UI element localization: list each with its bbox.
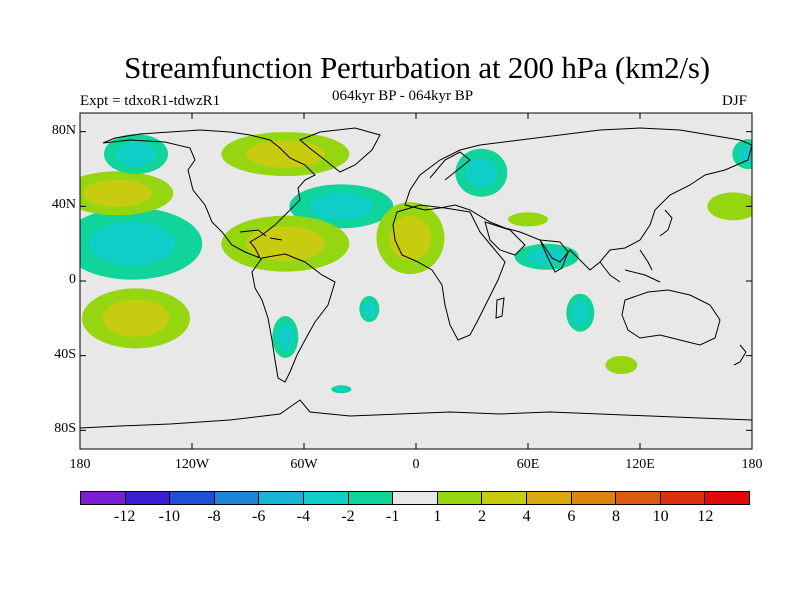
colorbar-label: -2 xyxy=(341,508,355,525)
colorbar-swatch xyxy=(170,492,215,504)
colorbar-label: 8 xyxy=(612,508,620,525)
colorbar-swatch xyxy=(705,492,749,504)
colorbar-label: 12 xyxy=(697,508,714,525)
lon-tick-label: 180 xyxy=(69,457,91,472)
coastline-caribbean xyxy=(239,229,283,241)
colorbar-swatch xyxy=(125,492,171,504)
coastline-australia xyxy=(621,289,721,346)
anomaly-contour xyxy=(363,301,376,317)
coastline-antarctica xyxy=(80,399,752,429)
coastline-madagascar xyxy=(495,297,505,319)
anomaly-contour xyxy=(526,248,567,265)
season-label: DJF xyxy=(722,93,748,109)
colorbar-swatch xyxy=(348,492,394,504)
anomaly-contour xyxy=(508,212,548,227)
colorbar-label: -8 xyxy=(207,508,221,525)
colorbar-label: -6 xyxy=(251,508,266,525)
colorbar xyxy=(80,491,750,505)
anomaly-contour xyxy=(571,301,589,325)
colorbar-swatch xyxy=(571,492,617,504)
anomaly-contour xyxy=(309,192,374,220)
colorbar-swatch xyxy=(81,492,126,504)
anomaly-contour xyxy=(389,215,432,261)
anomaly-contour xyxy=(102,299,170,337)
colorbar-swatch xyxy=(393,492,438,504)
coastline-eurasia xyxy=(404,127,752,271)
coastline-new-zealand xyxy=(733,344,747,366)
period-subtitle: 064kyr BP - 064kyr BP xyxy=(332,88,474,104)
coastline-north-america xyxy=(102,129,316,259)
coastline-africa xyxy=(392,204,506,341)
lat-tick-label: 40S xyxy=(54,346,76,362)
anomaly-contour xyxy=(89,221,176,266)
anomaly-contour xyxy=(335,386,348,392)
coastline-india xyxy=(539,239,569,273)
colorbar-label: -12 xyxy=(113,508,136,525)
colorbar-swatch xyxy=(437,492,483,504)
lat-tick-label: 80N xyxy=(51,122,76,138)
anomaly-contour xyxy=(465,157,498,188)
anomaly-contour xyxy=(277,324,294,350)
coastline-south-america xyxy=(251,253,336,383)
anomaly-contour xyxy=(245,226,325,261)
anomaly-contour xyxy=(82,179,152,207)
colorbar-swatch xyxy=(259,492,304,504)
colorbar-swatch xyxy=(303,492,349,504)
plot-title: Streamfunction Perturbation at 200 hPa (… xyxy=(124,50,710,85)
colorbar-swatch xyxy=(660,492,706,504)
anomaly-contour xyxy=(738,144,752,164)
lat-tick-label: 40N xyxy=(51,197,76,213)
experiment-label: Expt = tdxoR1-tdwzR1 xyxy=(80,93,221,109)
coastline-southeast-asia xyxy=(599,249,661,283)
colorbar-label: 6 xyxy=(567,508,576,525)
anomaly-contour xyxy=(707,192,752,221)
lat-tick-label: 0 xyxy=(69,272,76,287)
coastline-scandinavia xyxy=(429,151,471,181)
lon-tick-label: 180 xyxy=(741,457,763,472)
lon-tick-label: 60E xyxy=(516,457,540,472)
lon-tick-label: 120W xyxy=(174,457,210,472)
colorbar-swatch xyxy=(482,492,527,504)
coastline-greenland xyxy=(299,127,381,173)
anomaly-contour xyxy=(605,356,638,374)
lon-tick-label: 0 xyxy=(412,457,420,472)
lat-tick-label: 80S xyxy=(54,421,76,437)
colorbar-swatch xyxy=(214,492,260,504)
map-background xyxy=(80,113,752,449)
colorbar-label: 4 xyxy=(522,508,531,525)
coastline-arabia xyxy=(484,221,526,256)
anomaly-contour xyxy=(245,140,325,168)
lon-tick-label: 120E xyxy=(625,457,655,472)
colorbar-swatch xyxy=(526,492,572,504)
lon-tick-label: 60W xyxy=(290,457,318,472)
colorbar-label: 2 xyxy=(478,508,486,525)
coastline-japan xyxy=(659,209,673,237)
colorbar-label: -4 xyxy=(296,508,310,525)
colorbar-swatch xyxy=(616,492,661,504)
colorbar-label: 10 xyxy=(652,508,669,525)
anomaly-contour xyxy=(116,141,156,167)
colorbar-label: -10 xyxy=(158,508,180,525)
colorbar-label: -1 xyxy=(385,508,400,525)
colorbar-label: 1 xyxy=(433,508,442,525)
